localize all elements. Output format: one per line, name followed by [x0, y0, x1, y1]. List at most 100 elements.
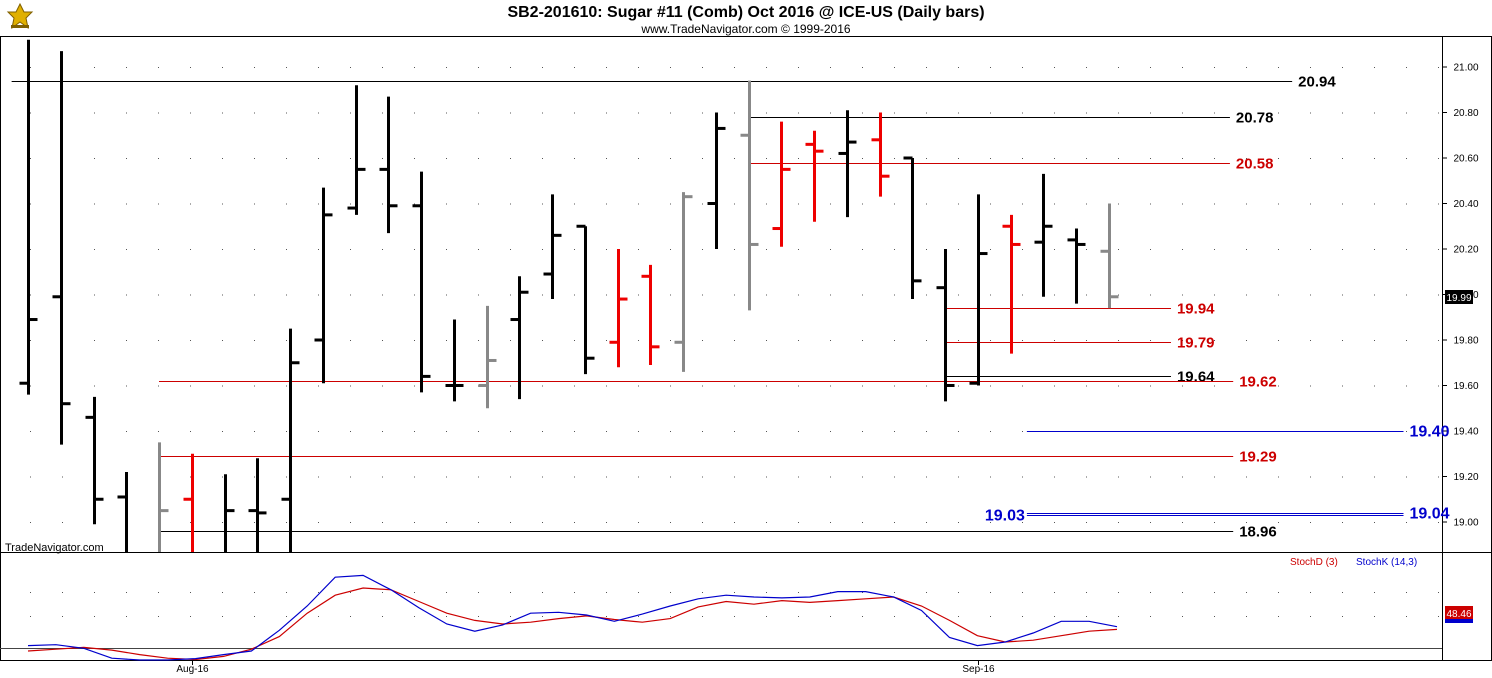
grid-dot [990, 203, 991, 205]
grid-dot [350, 522, 351, 523]
grid-dot [862, 112, 863, 114]
grid-dot [734, 249, 735, 250]
grid-dot [414, 476, 415, 478]
grid-dot [126, 112, 127, 114]
grid-dot [990, 294, 991, 296]
grid-dot [286, 476, 287, 478]
grid-dot [638, 203, 639, 205]
grid-dot [894, 158, 895, 159]
grid-dot [638, 158, 639, 159]
grid-dot [414, 67, 415, 68]
grid-dot [1086, 522, 1087, 523]
grid-dot [190, 431, 191, 432]
grid-dot [1150, 67, 1151, 68]
grid-dot [1374, 616, 1375, 617]
grid-dot [1182, 294, 1183, 296]
grid-dot [1054, 616, 1055, 617]
grid-dot [1438, 294, 1439, 296]
grid-dot [1150, 616, 1151, 617]
grid-dot [414, 592, 415, 593]
grid-dot [702, 67, 703, 68]
grid-dot [1054, 385, 1055, 387]
last-price-label: 19.99 [1446, 293, 1471, 304]
grid-dot [446, 340, 447, 341]
grid-dot [1278, 112, 1279, 114]
grid-dot [606, 476, 607, 478]
grid-dot [1246, 616, 1247, 617]
grid-dot [254, 431, 255, 432]
grid-dot [190, 476, 191, 478]
grid-dot [1182, 522, 1183, 523]
grid-dot [574, 67, 575, 68]
grid-dot [1086, 67, 1087, 68]
grid-dot [478, 294, 479, 296]
grid-dot [1278, 294, 1279, 296]
grid-dot [350, 592, 351, 593]
grid-dot [958, 385, 959, 387]
grid-dot [286, 294, 287, 296]
grid-dot [1310, 476, 1311, 478]
grid-dot [862, 476, 863, 478]
grid-dot [1374, 294, 1375, 296]
grid-dot [510, 522, 511, 523]
grid-dot [574, 476, 575, 478]
grid-dot [766, 616, 767, 617]
grid-dot [478, 476, 479, 478]
grid-dot [958, 294, 959, 296]
grid-dot [94, 616, 95, 617]
grid-dot [126, 203, 127, 205]
grid-dot [542, 592, 543, 593]
grid-dot [926, 67, 927, 68]
grid-dot [1150, 476, 1151, 478]
ohlc-bars [19, 39, 1119, 552]
grid-dot [1182, 203, 1183, 205]
grid-dot [926, 340, 927, 341]
grid-dot [926, 385, 927, 387]
grid-dot [1022, 340, 1023, 341]
grid-dot [670, 203, 671, 205]
grid-dot [1406, 522, 1407, 523]
grid-dot [1214, 249, 1215, 250]
grid-dot [126, 67, 127, 68]
grid-dot [318, 112, 319, 114]
grid-dot [1406, 158, 1407, 159]
grid-dot [542, 340, 543, 341]
grid-dot [1246, 112, 1247, 114]
grid-dot [734, 67, 735, 68]
grid-dot [1278, 616, 1279, 617]
grid-dot [766, 522, 767, 523]
grid-dot [766, 158, 767, 159]
price-levels: 20.94 20.78 20.58 19.94 19.79 19.64 19.62 19.40… [11, 74, 1450, 541]
grid-dot [414, 249, 415, 250]
grid-dot [1086, 112, 1087, 114]
grid-dot [574, 158, 575, 159]
grid-dot [446, 203, 447, 205]
grid-dot [1214, 203, 1215, 205]
grid-dot [158, 294, 159, 296]
grid-dot [1022, 616, 1023, 617]
grid-dot [606, 158, 607, 159]
logo-icon [6, 2, 34, 30]
level-label: 19.29 [1239, 449, 1277, 466]
grid-dot [222, 431, 223, 432]
grid-dot [926, 431, 927, 432]
grid-dot [862, 616, 863, 617]
grid-dot [670, 67, 671, 68]
grid-dot [958, 431, 959, 432]
grid-dot [1406, 431, 1407, 432]
level-label: 19.04 [1410, 506, 1450, 523]
grid-dot [894, 385, 895, 387]
grid-dot [350, 112, 351, 114]
price-tick-label: 20.80 [1453, 108, 1478, 119]
grid-dot [1054, 294, 1055, 296]
grid-dot [862, 249, 863, 250]
grid-dot [478, 431, 479, 432]
grid-dot [1054, 522, 1055, 523]
grid-dot [1310, 385, 1311, 387]
grid-dot [414, 112, 415, 114]
grid-dot [798, 158, 799, 159]
grid-dot [734, 431, 735, 432]
price-tick-labels: 21.0020.8020.6020.4020.2020.0019.8019.60… [1442, 63, 1479, 529]
grid-dot [446, 67, 447, 68]
grid-dot [574, 203, 575, 205]
